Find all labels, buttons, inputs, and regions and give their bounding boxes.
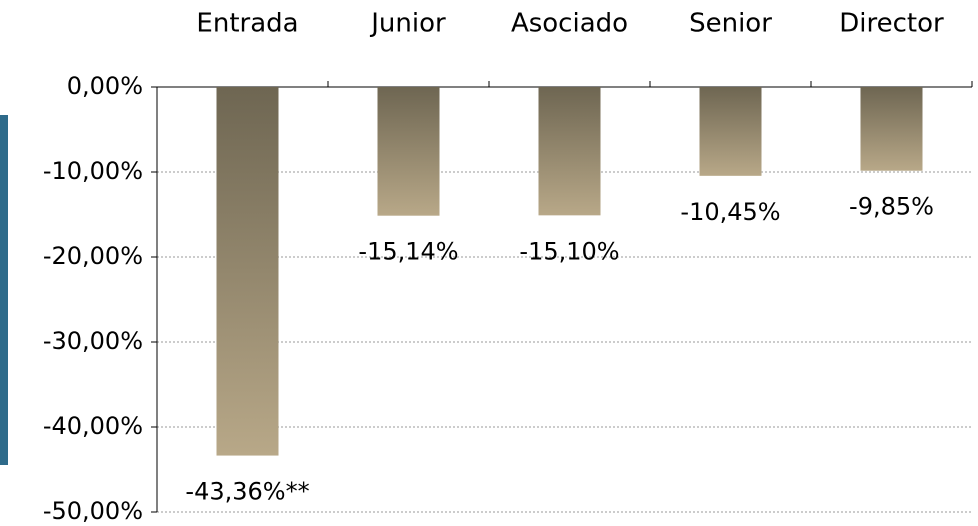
- y-tick-label: -50,00%: [43, 497, 143, 525]
- x-tick-label: Asociado: [511, 9, 628, 39]
- data-label: -43,36%**: [185, 478, 309, 506]
- y-tick-label: -10,00%: [43, 157, 143, 185]
- data-label: -10,45%: [680, 198, 780, 226]
- x-tick-label: Director: [839, 9, 944, 39]
- y-tick-label: 0,00%: [67, 72, 143, 100]
- side-accent: [0, 115, 8, 465]
- bar: [860, 87, 923, 171]
- bar: [699, 87, 762, 176]
- y-tick-label: -40,00%: [43, 412, 143, 440]
- x-tick-label: Junior: [369, 9, 446, 39]
- bar: [377, 87, 440, 216]
- y-tick-label: -20,00%: [43, 242, 143, 270]
- x-tick-label: Senior: [689, 9, 772, 39]
- bar: [216, 87, 279, 456]
- bar: [538, 87, 601, 216]
- data-label: -15,14%: [358, 238, 458, 266]
- x-tick-label: Entrada: [196, 9, 298, 39]
- data-label: -15,10%: [519, 237, 619, 265]
- y-tick-label: -30,00%: [43, 327, 143, 355]
- data-label: -9,85%: [849, 193, 934, 221]
